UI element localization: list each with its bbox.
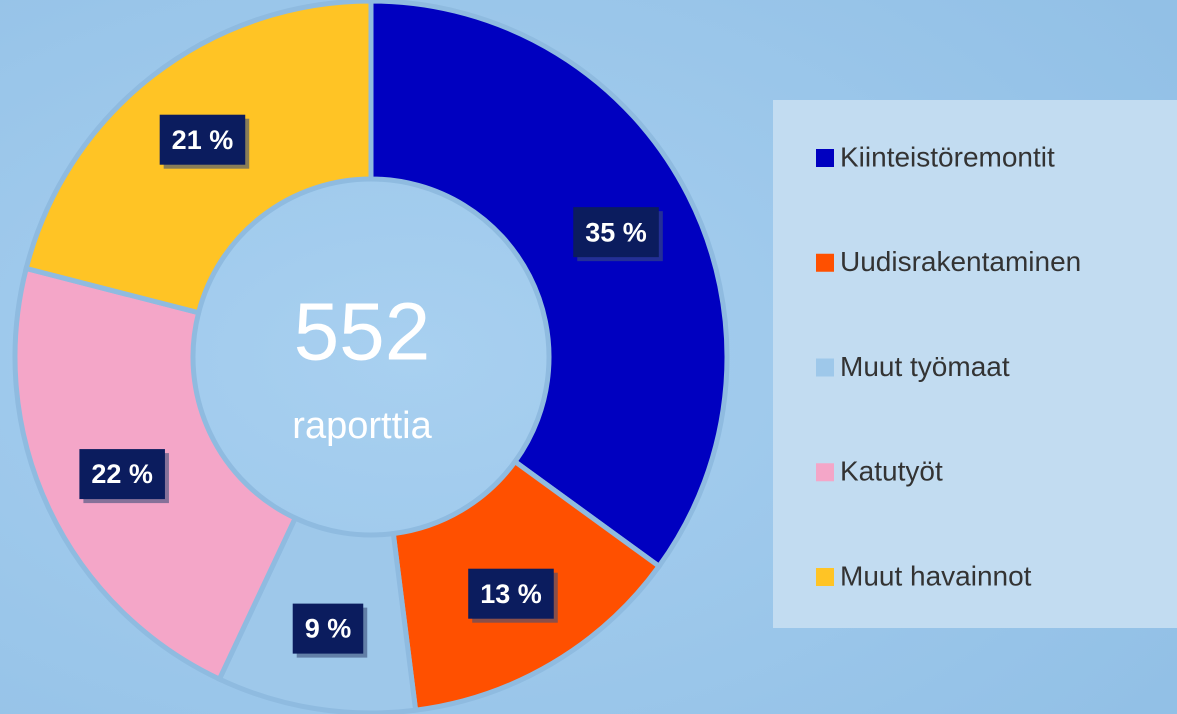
legend-swatch <box>816 568 834 586</box>
legend-swatch <box>816 253 834 272</box>
label-box <box>292 603 364 654</box>
data-label: 35 % <box>573 207 663 262</box>
legend-swatch <box>816 149 834 167</box>
label-text: 35 % <box>585 217 647 247</box>
center-value: 552 <box>294 287 431 378</box>
legend-label: Muut havainnot <box>840 560 1032 591</box>
data-label: 13 % <box>468 568 558 623</box>
label-box <box>468 568 554 619</box>
label-box <box>573 207 659 258</box>
label-box <box>79 449 165 500</box>
legend-label: Muut työmaat <box>840 351 1010 382</box>
data-labels: 35 % 13 % 9 % 22 % 21 % <box>79 114 663 658</box>
legend: Kiinteistöremontit Uudisrakentaminen Muut … <box>816 141 1081 591</box>
legend-box <box>773 100 1177 628</box>
label-box <box>159 114 246 165</box>
label-text: 9 % <box>305 614 352 644</box>
legend-swatch <box>816 463 834 482</box>
label-text: 21 % <box>172 125 234 155</box>
data-label: 22 % <box>79 449 169 504</box>
legend-label: Katutyöt <box>840 456 943 487</box>
legend-label: Kiinteistöremontit <box>840 141 1055 172</box>
label-text: 22 % <box>91 459 153 489</box>
data-label: 21 % <box>159 114 250 169</box>
data-label: 9 % <box>292 603 368 658</box>
legend-swatch <box>816 358 834 377</box>
slice <box>368 0 730 570</box>
center-label: raporttia <box>292 405 432 447</box>
legend-label: Uudisrakentaminen <box>840 246 1081 277</box>
label-text: 13 % <box>480 579 542 609</box>
